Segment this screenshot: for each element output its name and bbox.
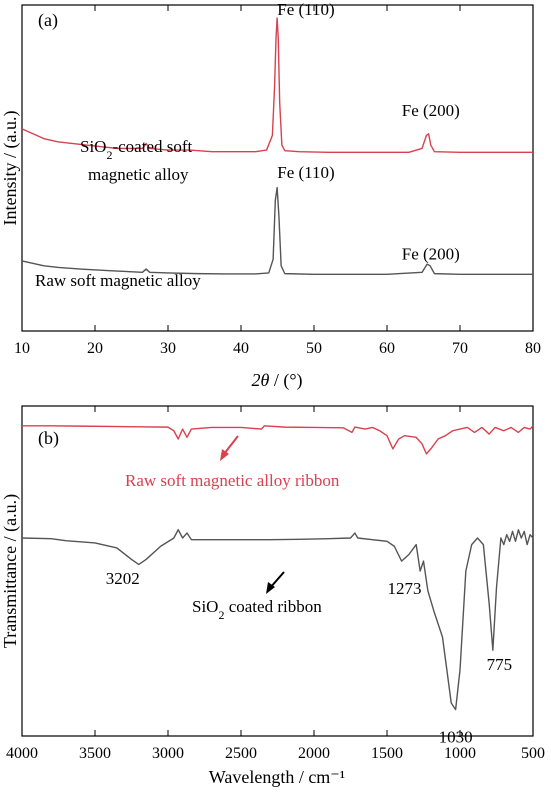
ftir-peak-label-1: 1273: [388, 579, 422, 598]
ftir-raw-arrow: [223, 435, 239, 455]
ftir-series-label-coated: SiO2 coated ribbon: [192, 597, 322, 622]
xrd-x-axis-title-italic: 2θ: [251, 370, 269, 390]
ftir-x-tick-label: 2500: [225, 745, 257, 762]
ftir-x-tick-label: 1000: [444, 745, 476, 762]
xrd-x-tick-label: 20: [87, 340, 103, 357]
ftir-coated-label-pre: SiO: [192, 597, 218, 616]
xrd-x-tick-label: 70: [452, 340, 468, 357]
ftir-peak-label-2: 1030: [439, 728, 473, 747]
xrd-panel-label: (a): [38, 10, 58, 31]
xrd-coated-label-post: -coated soft: [112, 137, 192, 156]
xrd-x-axis-title: 2θ / (°): [251, 370, 302, 391]
xrd-x-tick-label: 50: [306, 340, 322, 357]
ftir-x-tick-label: 2000: [298, 745, 330, 762]
xrd-series-label-coated-line2: magnetic alloy: [88, 165, 189, 184]
ftir-coated-label-sub: 2: [218, 608, 224, 622]
ftir-series-label-raw: Raw soft magnetic alloy ribbon: [125, 471, 340, 490]
ftir-coated-label-post: coated ribbon: [224, 597, 322, 616]
ftir-series-line-0: [22, 425, 534, 455]
ftir-chart: 4000 3500 3000 2500 2000 1500 1000 500 3202 1273…: [0, 405, 545, 787]
xrd-series-line-0: [21, 17, 533, 154]
xrd-peak-label-3: Fe (200): [402, 244, 460, 263]
ftir-x-tick-label: 3500: [79, 745, 111, 762]
xrd-series-line-1: [21, 186, 533, 275]
ftir-x-tick-label: 1500: [371, 745, 403, 762]
xrd-peak-label-0: Fe (110): [277, 0, 334, 19]
ftir-coated-arrowhead: [266, 582, 275, 594]
xrd-x-tick-label: 60: [379, 340, 395, 357]
xrd-x-tick-label: 40: [233, 340, 249, 357]
ftir-plot-frame: [21, 405, 534, 737]
xrd-y-axis-title: Intensity / (a.u.): [0, 111, 21, 226]
ftir-series-line-1: [21, 529, 534, 711]
ftir-x-axis-title: Wavelength / cm⁻¹: [209, 767, 345, 787]
xrd-x-tick-label: 30: [160, 340, 176, 357]
ftir-x-tick-label: 500: [521, 745, 545, 762]
ftir-panel-label: (b): [38, 428, 59, 449]
ftir-y-axis-title: Transmittance / (a.u.): [0, 494, 21, 648]
xrd-plot-frame: [21, 4, 534, 332]
xrd-peak-label-2: Fe (110): [277, 163, 334, 182]
ftir-raw-arrowhead: [220, 449, 229, 461]
xrd-x-ticks: 10 20 30 40 50 60 70 80: [14, 5, 541, 357]
xrd-series-group: [21, 17, 533, 275]
xrd-series-label-raw: Raw soft magnetic alloy: [35, 271, 201, 290]
ftir-series-group: [21, 425, 534, 711]
ftir-peak-label-0: 3202: [106, 569, 140, 588]
ftir-peak-label-3: 775: [487, 655, 513, 674]
xrd-chart: 10 20 30 40 50 60 70 80 Fe (110)Fe (200)Fe (110…: [0, 0, 541, 391]
ftir-x-ticks: 4000 3500 3000 2500 2000 1500 1000 500: [6, 406, 545, 762]
xrd-x-tick-label: 80: [525, 340, 541, 357]
xrd-series-label-coated: SiO2-coated soft: [80, 137, 193, 162]
ftir-x-tick-label: 3000: [152, 745, 184, 762]
xrd-x-axis-title-rest: / (°): [269, 370, 302, 391]
xrd-peak-label-1: Fe (200): [402, 101, 460, 120]
xrd-x-tick-label: 10: [14, 340, 30, 357]
xrd-coated-label-pre: SiO: [80, 137, 106, 156]
xrd-coated-label-sub: 2: [106, 148, 112, 162]
ftir-annotations: 3202 1273 1030 775: [106, 569, 512, 746]
ftir-x-tick-label: 4000: [6, 745, 38, 762]
xrd-annotations: Fe (110) Fe (200) Fe (110) Fe (200): [277, 0, 460, 263]
